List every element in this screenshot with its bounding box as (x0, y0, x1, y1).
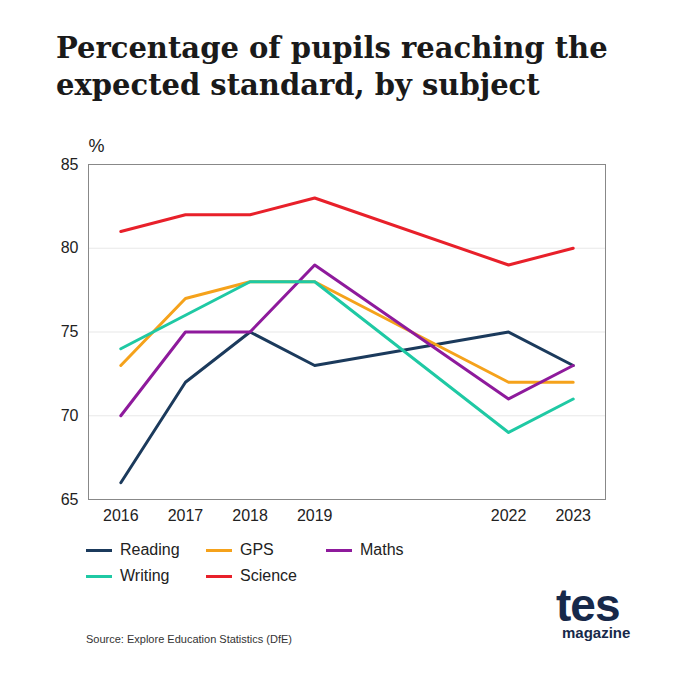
html-text:Reading: Reading (120, 541, 180, 558)
svg-text:80: 80 (61, 239, 79, 256)
html-text:Source: Explore Education Stat: Source: Explore Education Statistics (Df… (86, 633, 292, 645)
html-text:Percentage of pupils reaching: Percentage of pupils reaching the expect… (56, 31, 608, 102)
html-text:Science: Science (240, 567, 297, 584)
svg-text:2016: 2016 (103, 507, 139, 524)
html-text:magazine: magazine (562, 624, 631, 641)
svg-text:%: % (89, 136, 105, 156)
svg-text:2019: 2019 (297, 507, 333, 524)
html-text:Maths: Maths (360, 541, 404, 558)
svg-text:2018: 2018 (232, 507, 268, 524)
html-text:tes: tes (556, 579, 620, 631)
html-text:Writing: Writing (120, 567, 170, 584)
svg-text:2022: 2022 (491, 507, 527, 524)
svg-text:70: 70 (61, 407, 79, 424)
svg-text:75: 75 (61, 323, 79, 340)
svg-text:2017: 2017 (168, 507, 204, 524)
svg-text:85: 85 (61, 156, 79, 173)
html-text:GPS: GPS (240, 541, 274, 558)
svg-text:2023: 2023 (555, 507, 591, 524)
svg-text:65: 65 (61, 491, 79, 508)
